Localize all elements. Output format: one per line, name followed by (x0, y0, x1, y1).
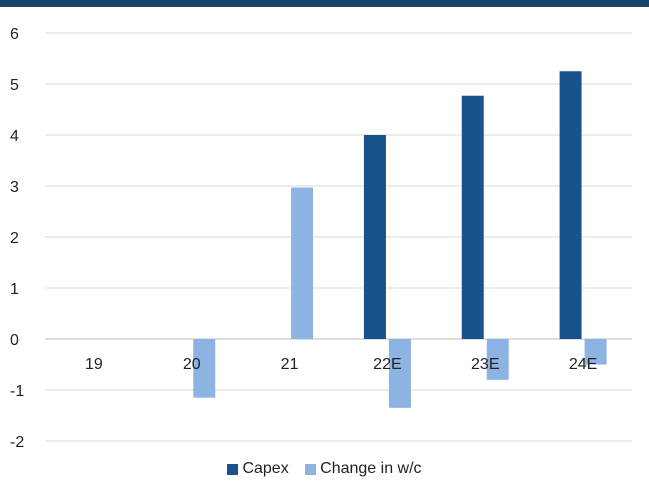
y-tick-label: -2 (10, 434, 24, 451)
bar-capex-22e (363, 135, 386, 339)
legend-label-capex: Capex (242, 460, 289, 477)
x-tick-label: 23E (471, 356, 499, 373)
y-tick-label: 0 (10, 332, 19, 349)
legend-label-change-in-wc: Change in w/c (320, 460, 422, 477)
bar-change-in-wc-22e (388, 339, 411, 408)
x-tick-label: 22E (373, 356, 401, 373)
bar-capex-24e (559, 71, 582, 339)
bar-change-in-wc-20 (193, 339, 216, 398)
y-tick-label: 3 (10, 179, 19, 196)
y-tick-label: -1 (10, 383, 24, 400)
y-tick-label: 1 (10, 281, 19, 298)
y-tick-label: 4 (10, 128, 19, 145)
legend-item-change-in-wc: Change in w/c (305, 460, 422, 478)
x-tick-label: 24E (569, 356, 597, 373)
x-tick-label: 21 (281, 356, 299, 373)
x-tick-label: 19 (85, 356, 103, 373)
legend-swatch-capex (227, 463, 239, 475)
legend-swatch-change-in-wc (305, 463, 317, 475)
legend: Capex Change in w/c (0, 460, 649, 480)
y-tick-label: 2 (10, 230, 19, 247)
y-tick-label: 5 (10, 77, 19, 94)
bar-capex-23e (461, 95, 484, 339)
legend-item-capex: Capex (227, 460, 289, 478)
bar-change-in-wc-21 (291, 187, 314, 339)
bar-change-in-wc-24e (584, 339, 607, 365)
x-tick-label: 20 (183, 356, 201, 373)
y-tick-label: 6 (10, 26, 19, 43)
bar-change-in-wc-23e (486, 339, 509, 380)
top-band (0, 0, 649, 7)
